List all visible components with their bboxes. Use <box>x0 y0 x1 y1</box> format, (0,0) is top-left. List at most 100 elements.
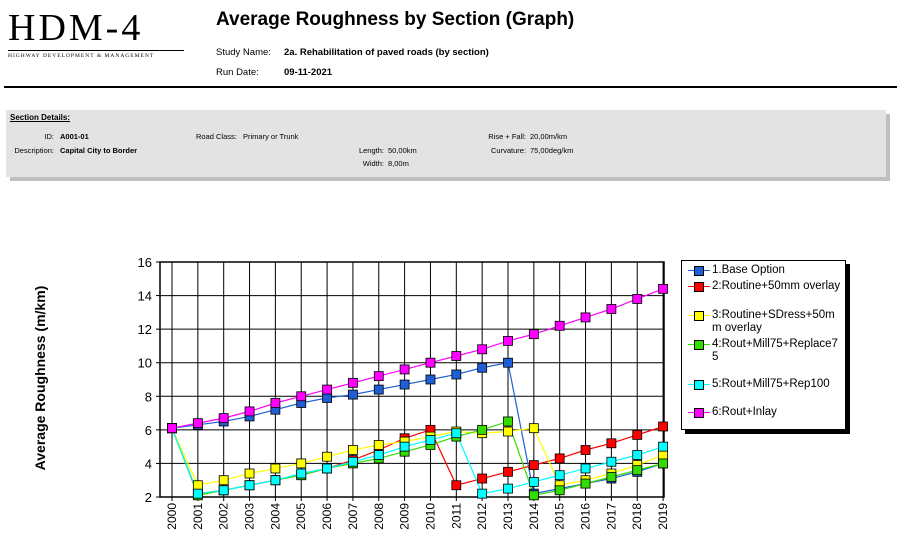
series-point <box>528 460 539 471</box>
series-point <box>348 445 358 455</box>
series-point <box>554 320 565 331</box>
page-title: Average Roughness by Section (Graph) <box>216 9 575 30</box>
section-details-title: Section Details: <box>10 113 71 122</box>
series-point <box>270 463 281 474</box>
x-tick-label: 2005 <box>294 503 308 530</box>
legend-line-symbol <box>688 408 710 418</box>
series-point <box>244 468 255 479</box>
x-tick-label: 2008 <box>372 503 386 530</box>
y-tick-label: 8 <box>145 389 152 404</box>
series-point <box>399 364 410 375</box>
series-point <box>451 480 462 491</box>
legend-marker-symbol <box>694 282 704 292</box>
logo-main-text: HDM-4 <box>8 7 144 49</box>
legend-label: 1.Base Option <box>712 264 785 276</box>
legend-marker-symbol <box>694 266 704 276</box>
series-point <box>425 374 436 385</box>
series-point <box>477 344 488 355</box>
x-tick-label: 2014 <box>527 503 541 530</box>
series-point <box>451 428 462 439</box>
series-point <box>606 471 617 482</box>
length-label: Length: <box>358 146 384 155</box>
series-point <box>348 456 358 467</box>
series-point <box>425 357 436 368</box>
x-tick-label: 2001 <box>191 503 205 530</box>
x-tick-label: 2007 <box>346 503 360 530</box>
legend-line-symbol <box>688 340 710 350</box>
series-point <box>658 458 668 469</box>
legend-marker-symbol <box>694 408 704 418</box>
x-tick-label: 2011 <box>449 503 463 529</box>
series-point <box>244 480 255 491</box>
series-point <box>296 468 307 479</box>
plot-border <box>159 261 665 498</box>
y-tick-label: 10 <box>138 356 152 371</box>
series-point <box>477 362 488 373</box>
curvature-value: 75,00deg/km <box>530 146 574 155</box>
x-tick-label: 2018 <box>630 503 644 530</box>
x-tick-label: 2009 <box>398 503 412 530</box>
study-name-label: Study Name: <box>216 47 271 58</box>
section-details-panel: Section Details: ID: A001-01 Description… <box>6 110 886 177</box>
series-point <box>373 371 384 382</box>
plot-area <box>160 262 664 497</box>
series-point <box>477 488 488 499</box>
y-tick-label: 16 <box>138 255 152 270</box>
legend-marker-symbol <box>694 380 704 390</box>
legend-marker-symbol <box>694 340 704 350</box>
logo-subtitle: HIGHWAY DEVELOPMENT & MANAGEMENT <box>8 53 155 59</box>
series-point <box>477 473 488 484</box>
series-point <box>373 384 384 395</box>
length-value: 50,00km <box>388 146 417 155</box>
legend-label: 6:Rout+Inlay <box>712 406 777 418</box>
series-point <box>632 294 643 304</box>
series-point <box>554 485 565 496</box>
run-date-value: 09-11-2021 <box>284 67 333 78</box>
x-tick-label: 2000 <box>165 503 179 530</box>
series-point <box>399 379 410 390</box>
series-point <box>425 435 436 445</box>
legend-label: 2:Routine+50mm overlay <box>712 280 841 292</box>
series-point <box>348 377 358 388</box>
series-point <box>270 398 281 408</box>
series-point <box>218 413 229 424</box>
x-tick-label: 2010 <box>423 503 437 530</box>
x-tick-label: 2003 <box>243 503 257 530</box>
series-point <box>503 483 513 494</box>
legend-label: 5:Rout+Mill75+Rep100 <box>712 378 830 390</box>
id-value: A001-01 <box>60 132 89 141</box>
x-tick-label: 2013 <box>501 503 515 530</box>
description-value: Capital City to Border <box>60 146 138 155</box>
id-label: ID: <box>44 132 54 141</box>
series-point <box>218 475 229 486</box>
y-tick-label: 4 <box>145 456 152 471</box>
x-tick-label: 2017 <box>604 503 618 530</box>
series-point <box>322 463 332 474</box>
chart-legend: 1.Base Option 2:Routine+50mm overlay 3:Rou… <box>681 260 846 430</box>
series-point <box>503 426 513 437</box>
legend-line-symbol <box>688 282 710 292</box>
x-tick-label: 2019 <box>656 503 670 530</box>
series-point <box>580 312 591 323</box>
series-point <box>167 423 177 434</box>
series-point <box>218 485 229 496</box>
header-divider <box>4 86 897 88</box>
series-point <box>632 450 643 460</box>
y-tick-label: 2 <box>145 490 152 505</box>
series-point <box>606 456 617 467</box>
y-tick-label: 6 <box>145 423 152 438</box>
legend-line-symbol <box>688 311 710 321</box>
rise-fall-value: 20,00m/km <box>530 132 568 141</box>
series-point <box>503 466 513 477</box>
series-point <box>322 393 332 403</box>
series-point <box>451 351 462 361</box>
series-point <box>580 463 591 474</box>
hdm4-logo: HDM-4 HIGHWAY DEVELOPMENT & MANAGEMENT <box>8 8 188 59</box>
logo-rule <box>8 50 184 51</box>
series-point <box>399 441 410 452</box>
series-point <box>658 450 668 460</box>
series-point <box>528 476 539 487</box>
series-point <box>580 445 591 455</box>
series-point <box>373 440 384 450</box>
series-point <box>632 465 643 476</box>
